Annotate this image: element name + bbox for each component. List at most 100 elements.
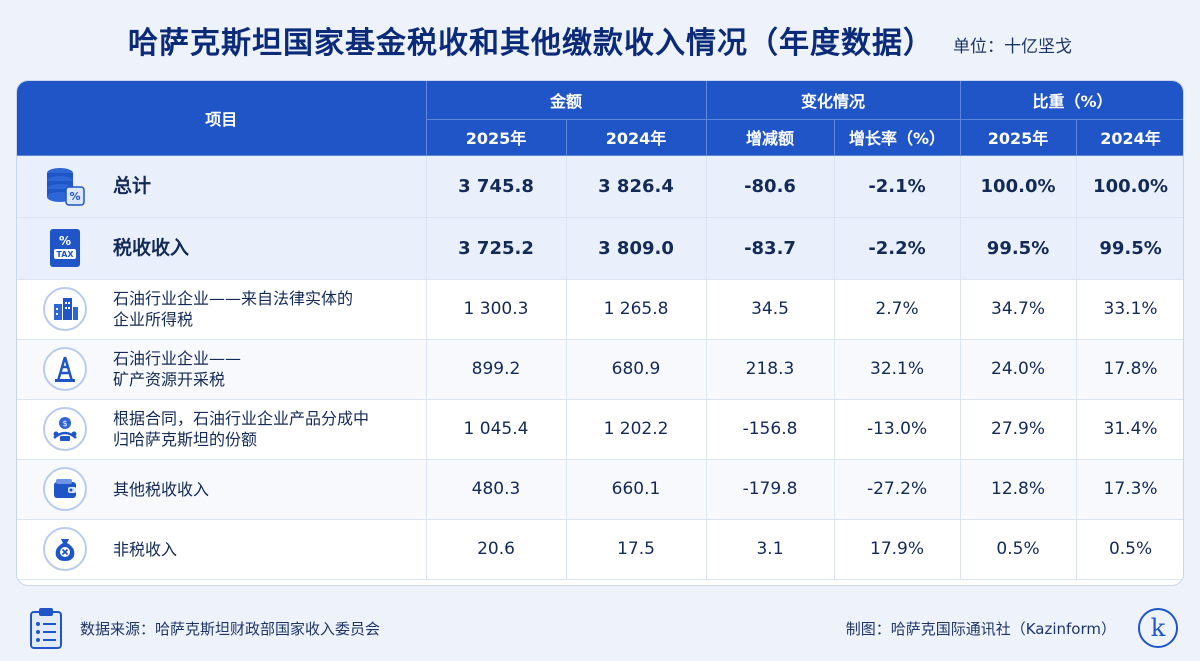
- header-share-2024: 2024年: [1076, 119, 1183, 156]
- item-label: 非税收入: [113, 539, 177, 560]
- table-row: 石油行业企业—— 矿产资源开采税 899.2 680.9 218.3 32.1% 24.0%…: [17, 339, 1183, 400]
- share-2025: 100.0%: [960, 155, 1077, 218]
- item-label: 石油行业企业—— 矿产资源开采税: [113, 348, 241, 390]
- header-item: 项目: [17, 81, 427, 156]
- clipboard-icon: [30, 608, 62, 649]
- growth-rate: 32.1%: [834, 339, 961, 400]
- table-row: $ 根据合同，石油行业企业产品分成中 归哈萨克斯坦的份额 1 045.4 1 202.2…: [17, 399, 1183, 460]
- svg-text:TAX: TAX: [56, 250, 74, 259]
- chart-credit: 制图：哈萨克国际通讯社（Kazinform）: [845, 619, 1116, 638]
- svg-text:%: %: [59, 234, 71, 248]
- item-label-line: 归哈萨克斯坦的份额: [113, 430, 258, 449]
- item-label-line: 矿产资源开采税: [113, 370, 226, 389]
- table-row: % 总计 3 745.8 3 826.4 -80.6 -2.1% 100.0% 100.0%: [17, 155, 1183, 218]
- value-2025: 899.2: [426, 339, 567, 400]
- item-cell: $ 根据合同，石油行业企业产品分成中 归哈萨克斯坦的份额: [17, 399, 427, 460]
- share-2025: 34.7%: [960, 279, 1077, 340]
- kazinform-logo: k: [1138, 608, 1178, 648]
- table-row: 石油行业企业——来自法律实体的 企业所得税 1 300.3 1 265.8 34.5 2.…: [17, 279, 1183, 340]
- footer: 数据来源：哈萨克斯坦财政部国家收入委员会 制图：哈萨克国际通讯社（Kazinfo…: [16, 600, 1184, 656]
- value-2025: 3 745.8: [426, 155, 567, 218]
- svg-text:%: %: [69, 190, 80, 203]
- table-row: 其他税收收入 480.3 660.1 -179.8 -27.2% 12.8% 17.3%: [17, 459, 1183, 520]
- growth-rate: -13.0%: [834, 399, 961, 460]
- item-label-line: 总计: [113, 174, 152, 197]
- table-body: % 总计 3 745.8 3 826.4 -80.6 -2.1% 100.0% 100.0%%…: [17, 155, 1183, 580]
- table-row: 非税收入 20.6 17.5 3.1 17.9% 0.5% 0.5%: [17, 519, 1183, 580]
- item-cell: 石油行业企业—— 矿产资源开采税: [17, 339, 427, 400]
- value-2025: 3 725.2: [426, 217, 567, 280]
- share-2024: 99.5%: [1076, 217, 1183, 280]
- share-2024: 17.8%: [1076, 339, 1183, 400]
- unit-label: 单位：十亿坚戈: [953, 36, 1073, 57]
- item-cell: 非税收入: [17, 519, 427, 580]
- change-amount: 3.1: [706, 519, 835, 580]
- share-2024: 17.3%: [1076, 459, 1183, 520]
- item-label-line: 石油行业企业——来自法律实体的: [113, 289, 354, 308]
- growth-rate: -2.2%: [834, 217, 961, 280]
- svg-text:$: $: [62, 419, 67, 428]
- item-cell: % TAX 税收收入: [17, 217, 427, 280]
- share-2025: 99.5%: [960, 217, 1077, 280]
- share-2025: 24.0%: [960, 339, 1077, 400]
- item-label: 根据合同，石油行业企业产品分成中 归哈萨克斯坦的份额: [113, 408, 369, 450]
- item-label: 税收收入: [113, 236, 190, 259]
- share-2025: 12.8%: [960, 459, 1077, 520]
- value-2025: 1 045.4: [426, 399, 567, 460]
- item-cell: 其他税收收入: [17, 459, 427, 520]
- table-row: % TAX 税收收入 3 725.2 3 809.0 -83.7 -2.2% 99.5% 99.…: [17, 217, 1183, 280]
- value-2024: 680.9: [566, 339, 707, 400]
- item-cell: % 总计: [17, 155, 427, 218]
- item-label: 石油行业企业——来自法律实体的 企业所得税: [113, 288, 353, 330]
- header-share: 比重（%）: [960, 81, 1183, 120]
- value-2025: 1 300.3: [426, 279, 567, 340]
- wallet-icon: [43, 467, 87, 511]
- header-amount-2024: 2024年: [566, 119, 707, 156]
- share-2024: 0.5%: [1076, 519, 1183, 580]
- data-table-container: 项目 金额 变化情况 比重（%） 2025年 2024年 增减额 增长率（%） …: [16, 80, 1184, 586]
- item-label-line: 税收收入: [113, 236, 190, 259]
- value-2024: 3 826.4: [566, 155, 707, 218]
- change-amount: -83.7: [706, 217, 835, 280]
- share-2025: 0.5%: [960, 519, 1077, 580]
- item-label: 其他税收收入: [113, 479, 209, 500]
- change-amount: -179.8: [706, 459, 835, 520]
- buildings-icon: [43, 287, 87, 331]
- change-amount: -80.6: [706, 155, 835, 218]
- share-2025: 27.9%: [960, 399, 1077, 460]
- money-share-icon: $: [43, 407, 87, 451]
- growth-rate: 2.7%: [834, 279, 961, 340]
- value-2024: 1 202.2: [566, 399, 707, 460]
- item-label-line: 其他税收收入: [113, 479, 210, 499]
- header-amount-2025: 2025年: [426, 119, 567, 156]
- change-amount: 218.3: [706, 339, 835, 400]
- growth-rate: 17.9%: [834, 519, 961, 580]
- growth-rate: -2.1%: [834, 155, 961, 218]
- item-label-line: 石油行业企业——: [113, 349, 242, 368]
- share-2024: 31.4%: [1076, 399, 1183, 460]
- title-row: 哈萨克斯坦国家基金税收和其他缴款收入情况（年度数据） 单位：十亿坚戈: [0, 18, 1200, 68]
- header-amount: 金额: [426, 81, 707, 120]
- value-2024: 17.5: [566, 519, 707, 580]
- value-2024: 1 265.8: [566, 279, 707, 340]
- tax-document-icon: % TAX: [42, 225, 88, 271]
- share-2024: 33.1%: [1076, 279, 1183, 340]
- header-change: 变化情况: [706, 81, 961, 120]
- coins-stack-icon: %: [42, 163, 88, 209]
- value-2024: 3 809.0: [566, 217, 707, 280]
- change-amount: -156.8: [706, 399, 835, 460]
- money-bag-icon: [43, 527, 87, 571]
- data-table: 项目 金额 变化情况 比重（%） 2025年 2024年 增减额 增长率（%） …: [17, 81, 1183, 580]
- header-rate: 增长率（%）: [834, 119, 961, 156]
- value-2025: 20.6: [426, 519, 567, 580]
- growth-rate: -27.2%: [834, 459, 961, 520]
- oil-derrick-icon: [43, 347, 87, 391]
- header-diff: 增减额: [706, 119, 835, 156]
- data-source: 数据来源：哈萨克斯坦财政部国家收入委员会: [80, 619, 381, 638]
- value-2024: 660.1: [566, 459, 707, 520]
- header-share-2025: 2025年: [960, 119, 1077, 156]
- share-2024: 100.0%: [1076, 155, 1183, 218]
- item-label: 总计: [113, 174, 152, 197]
- item-label-line: 非税收入: [113, 539, 178, 559]
- page-title: 哈萨克斯坦国家基金税收和其他缴款收入情况（年度数据）: [127, 26, 934, 61]
